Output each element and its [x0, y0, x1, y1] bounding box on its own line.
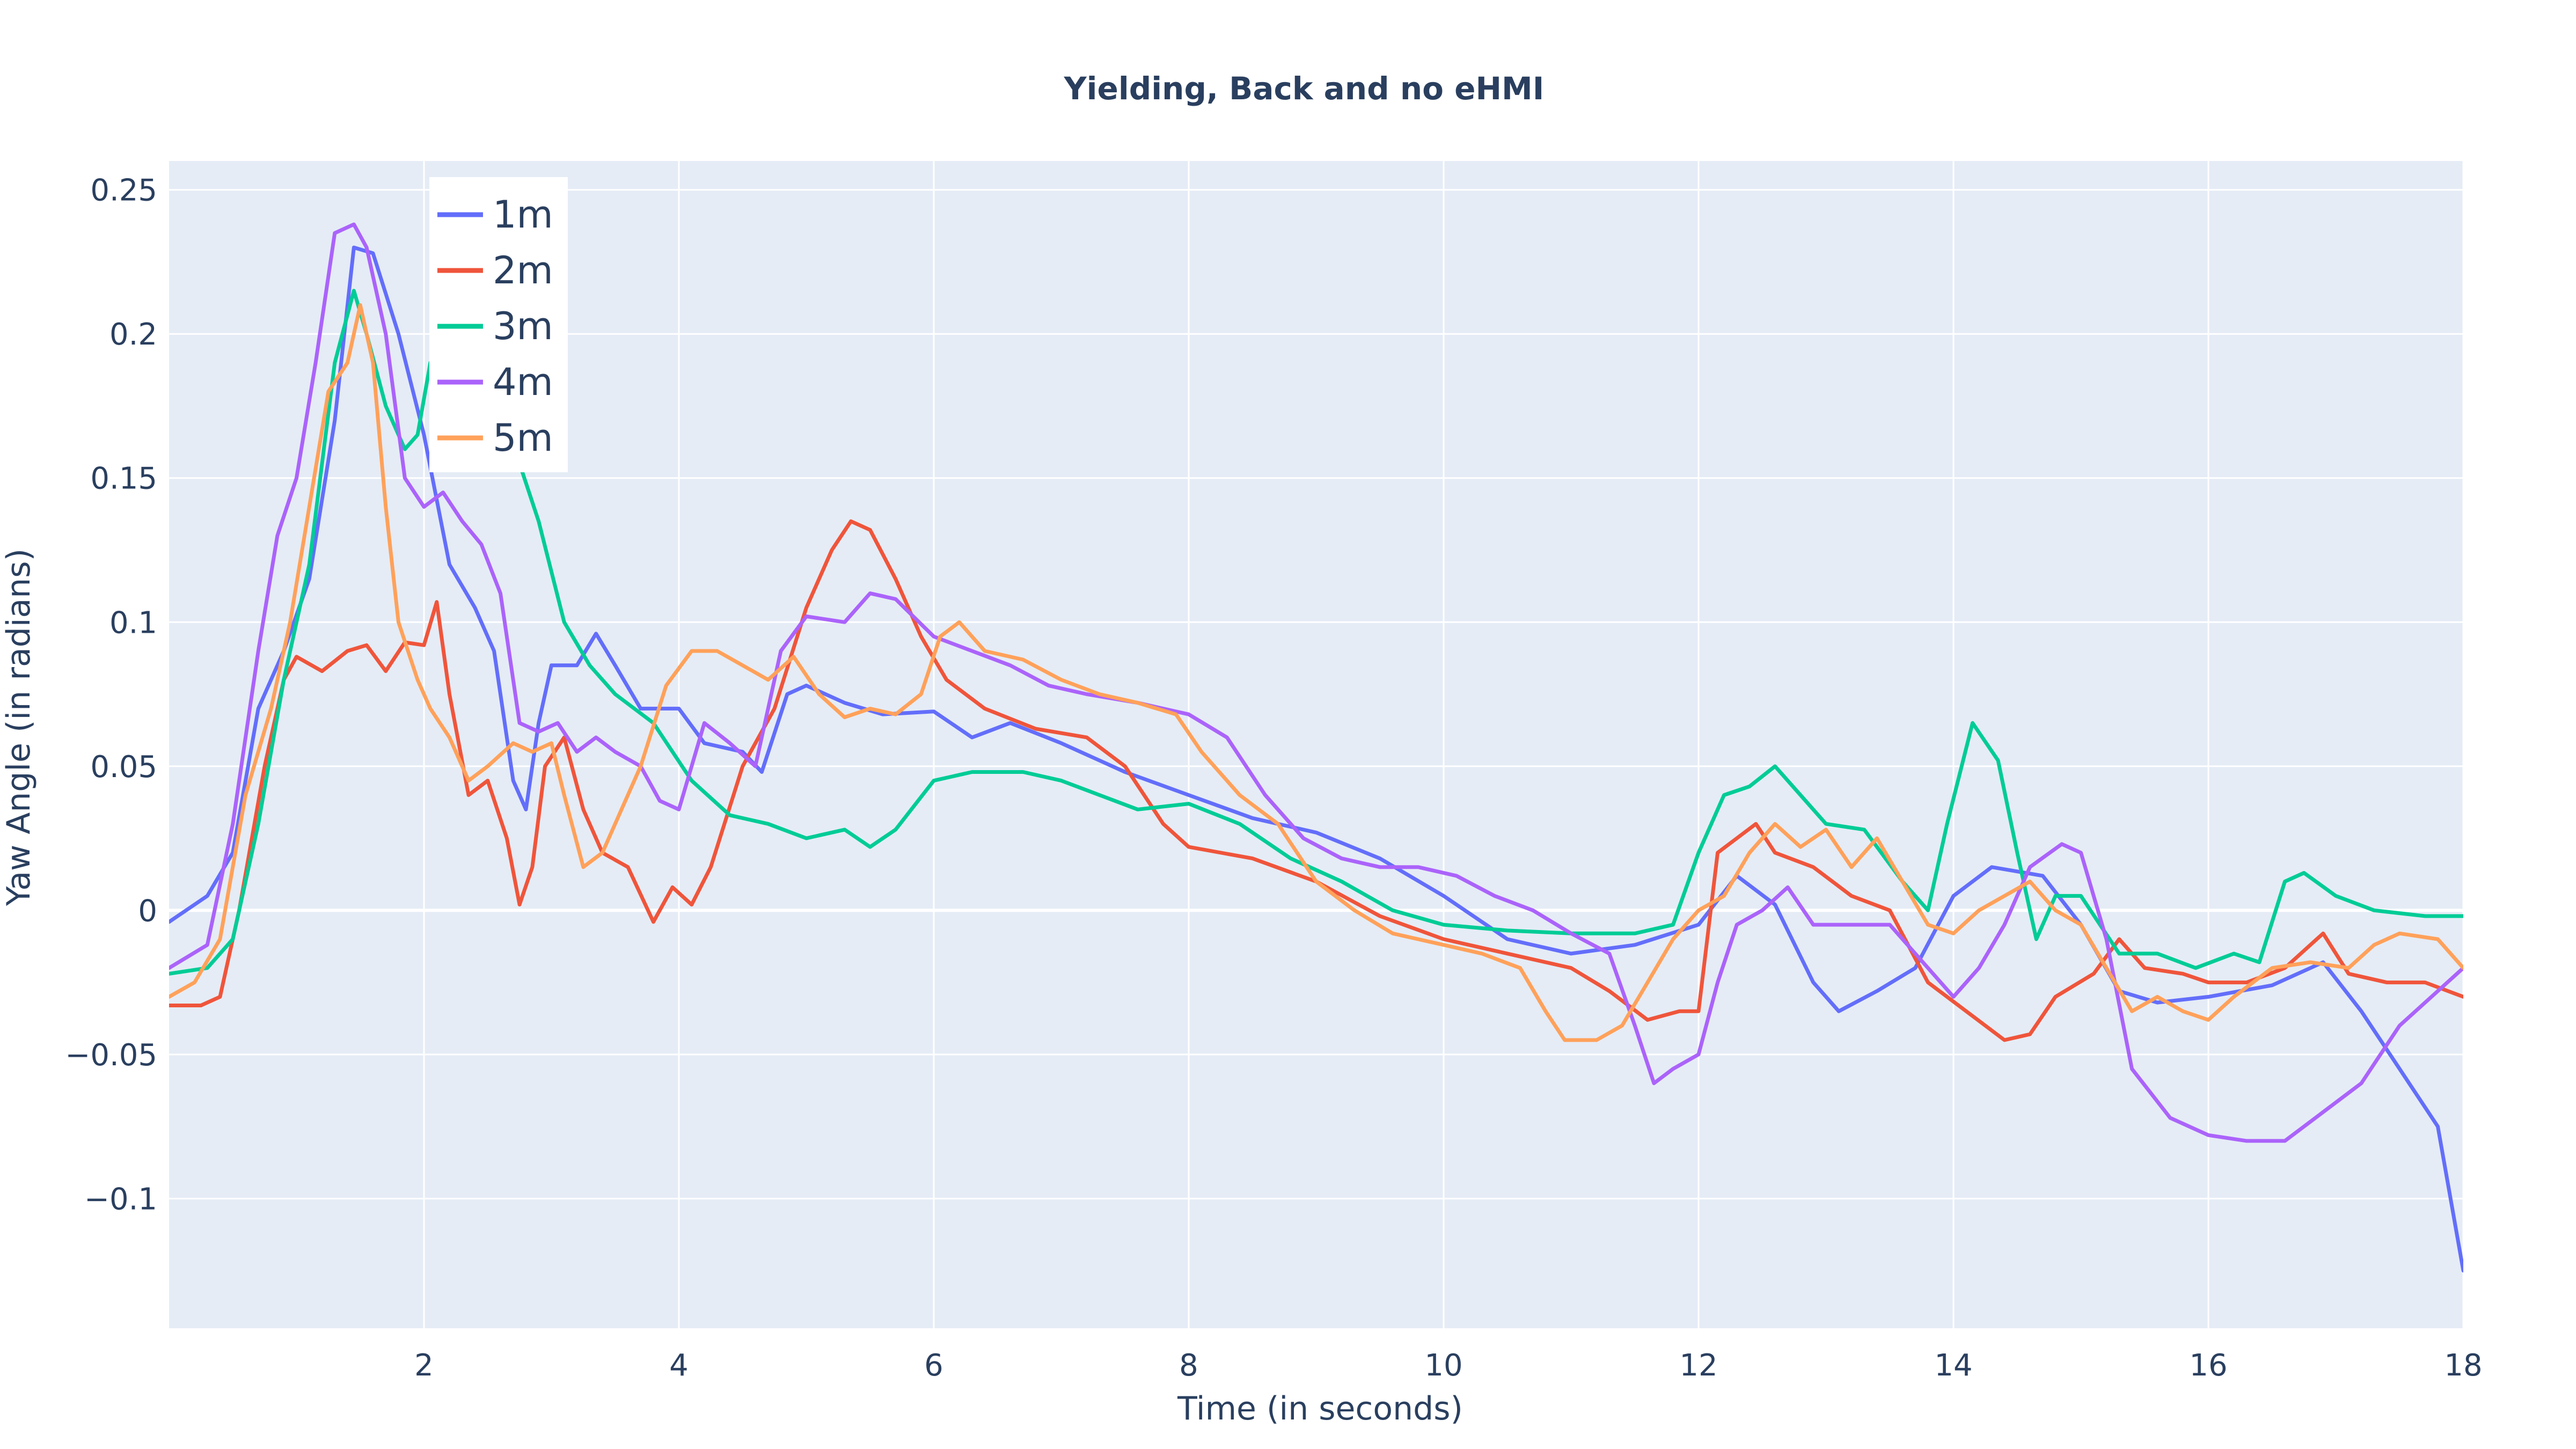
series-line-2m	[169, 519, 2463, 1042]
legend: 1m 2m 3m 4m 5m	[429, 177, 568, 472]
y-tick-label: 0.1	[109, 605, 157, 640]
y-tick-label: −0.05	[65, 1038, 157, 1073]
legend-label-3m: 3m	[493, 304, 553, 348]
y-tick-label: 0.25	[90, 173, 157, 208]
y-tick-label: 0	[138, 894, 157, 928]
x-axis-ticks: 2 4 6 8 10 12 14 16 18	[414, 1348, 2482, 1383]
x-tick-label: 2	[414, 1348, 434, 1383]
legend-label-1m: 1m	[493, 193, 553, 237]
x-tick-label: 16	[2189, 1348, 2227, 1383]
series-line-5m	[169, 303, 2463, 1042]
x-tick-label: 10	[1424, 1348, 1462, 1383]
x-tick-label: 14	[1934, 1348, 1972, 1383]
legend-label-4m: 4m	[493, 360, 553, 404]
y-tick-label: 0.2	[109, 317, 157, 352]
y-axis-title: Yaw Angle (in radians)	[0, 548, 38, 906]
x-tick-label: 4	[669, 1348, 689, 1383]
x-tick-label: 8	[1179, 1348, 1198, 1383]
x-tick-label: 18	[2444, 1348, 2482, 1383]
chart-title: Yielding, Back and no eHMI	[1064, 70, 1545, 107]
x-axis-title: Time (in seconds)	[1177, 1390, 1463, 1428]
legend-label-2m: 2m	[493, 248, 553, 292]
y-axis-ticks: −0.1 −0.05 0 0.05 0.1 0.15 0.2 0.25	[65, 173, 157, 1217]
y-tick-label: 0.05	[90, 750, 157, 785]
y-tick-label: 0.15	[90, 462, 157, 496]
y-tick-label: −0.1	[84, 1182, 157, 1217]
series-line-3m	[169, 289, 2463, 976]
x-tick-label: 6	[924, 1348, 943, 1383]
series-layer	[169, 222, 2463, 1273]
legend-label-5m: 5m	[493, 416, 553, 460]
x-tick-label: 12	[1679, 1348, 1717, 1383]
